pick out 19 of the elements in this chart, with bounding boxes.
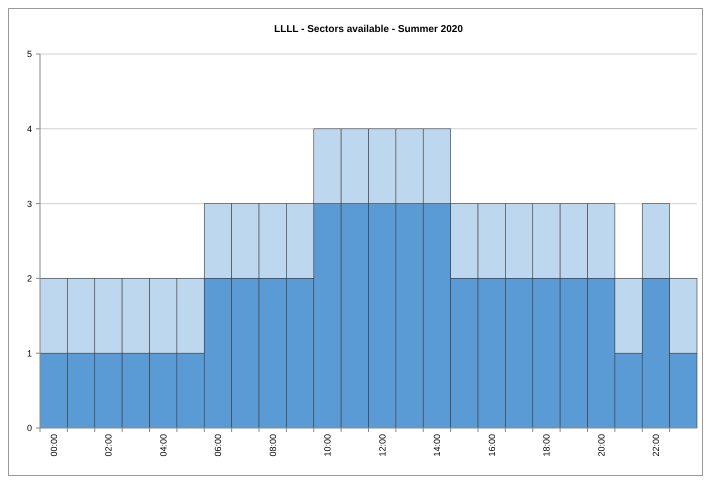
x-tick-label: 18:00 (542, 434, 552, 457)
x-tick-label: 22:00 (651, 434, 662, 457)
y-tick-label: 3 (26, 198, 32, 209)
y-tick-label: 2 (26, 274, 32, 284)
y-tick-label: 5 (26, 49, 32, 60)
x-tick-label: 12:00 (377, 434, 388, 457)
x-tick-label: 06:00 (213, 434, 224, 457)
chart-title: LLLL - Sectors available - Summer 2020 (274, 24, 464, 35)
x-tick-label: 08:00 (268, 434, 278, 457)
x-tick-label: 16:00 (486, 434, 497, 457)
x-tick-label: 10:00 (322, 434, 333, 457)
x-tick-label: 20:00 (596, 434, 606, 457)
y-tick-label: 1 (26, 348, 32, 358)
x-tick-label: 00:00 (48, 434, 59, 457)
x-tick-label: 02:00 (104, 434, 114, 457)
y-tick-label: 4 (26, 124, 32, 134)
x-tick-label: 04:00 (158, 434, 168, 457)
x-tick-label: 14:00 (432, 434, 442, 457)
y-tick-label: 0 (26, 423, 32, 434)
